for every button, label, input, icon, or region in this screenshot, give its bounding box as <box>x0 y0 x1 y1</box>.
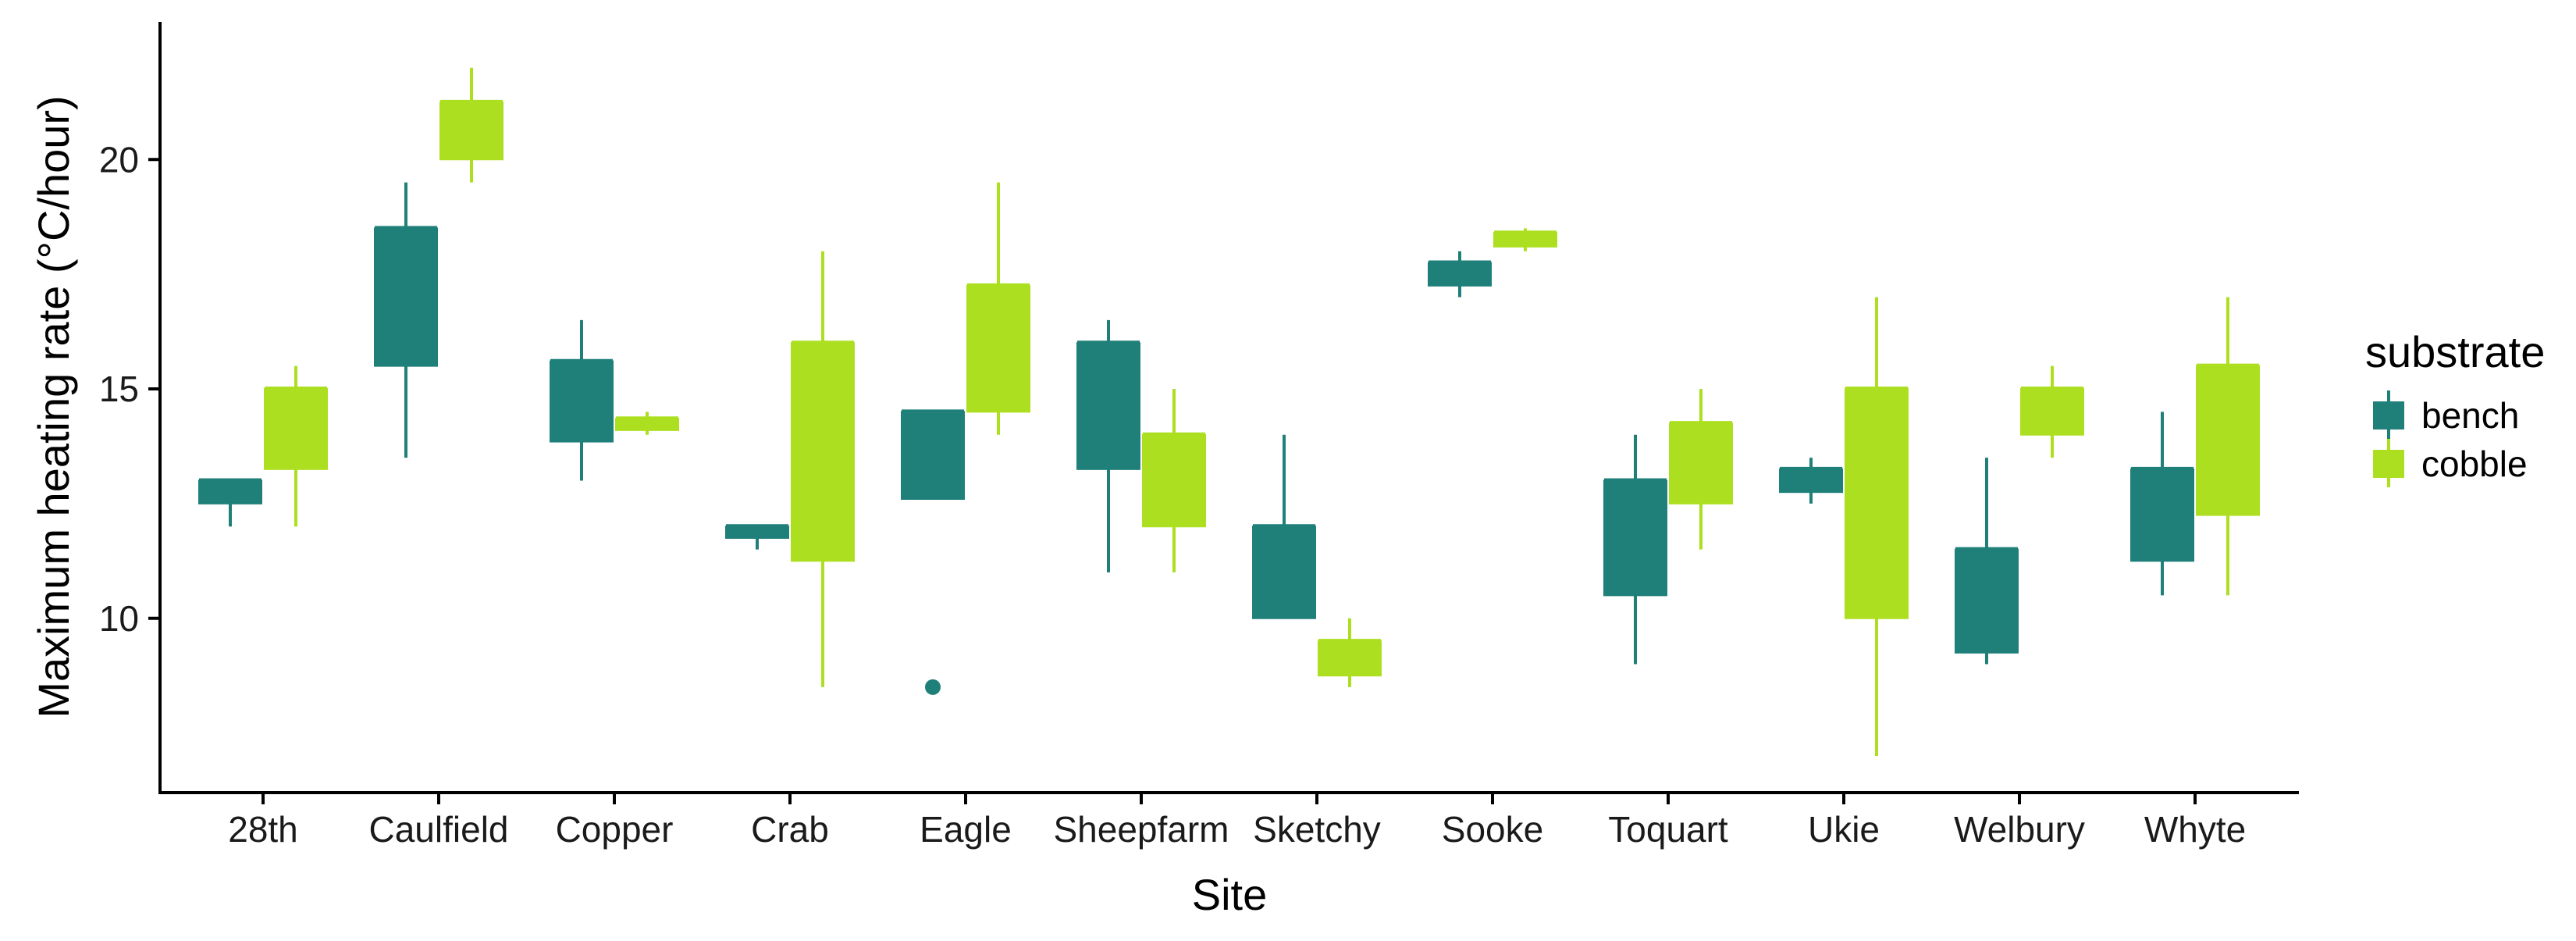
x-tick-label: Sooke <box>1442 809 1543 850</box>
x-tick-label: Sheepfarm <box>1053 809 1229 850</box>
box-cobble <box>1318 618 1382 687</box>
outlier-point <box>925 679 941 695</box>
box-rect <box>901 411 965 500</box>
legend-label: bench <box>2421 395 2519 436</box>
y-tick-label: 10 <box>99 598 139 639</box>
box-rect <box>2196 365 2260 516</box>
box-cobble <box>264 365 328 527</box>
box-bench <box>1779 458 1843 504</box>
box-bench <box>2130 412 2194 596</box>
box-rect <box>1142 433 1206 528</box>
box-rect <box>198 479 262 504</box>
box-cobble <box>1669 389 1733 550</box>
box-rect <box>2020 388 2084 436</box>
x-tick-label: Welbury <box>1954 809 2085 850</box>
box-cobble <box>1845 297 1909 756</box>
x-tick-label: 28th <box>228 809 298 850</box>
x-tick-label: Caulfield <box>369 809 509 850</box>
box-rect <box>966 284 1030 413</box>
x-tick-label: Toquart <box>1608 809 1728 850</box>
box-bench <box>374 182 438 458</box>
box-cobble <box>439 67 503 183</box>
box-bench <box>1955 458 2019 665</box>
box-rect <box>264 388 328 470</box>
x-axis-title: Site <box>1192 870 1268 919</box>
box-cobble <box>966 182 1030 435</box>
box-rect <box>2130 468 2194 562</box>
box-cobble <box>2196 297 2260 596</box>
x-tick-label: Sketchy <box>1253 809 1381 850</box>
box-rect <box>791 342 855 562</box>
box-cobble <box>2020 365 2084 458</box>
legend-label: cobble <box>2421 444 2528 484</box>
legend-title: substrate <box>2365 327 2545 376</box>
box-cobble <box>1493 228 1557 251</box>
box-bench <box>550 319 614 481</box>
box-bench <box>1252 434 1316 619</box>
y-tick-label: 15 <box>99 369 139 409</box>
box-rect <box>1845 388 1909 619</box>
box-cobble <box>615 412 679 435</box>
box-bench <box>1603 434 1667 665</box>
legend-key <box>2373 450 2404 478</box>
box-bench <box>725 524 789 550</box>
box-bench <box>901 409 965 695</box>
box-rect <box>439 101 503 161</box>
y-axis-title: Maximum heating rate (°C/hour) <box>29 95 78 718</box>
box-rect <box>374 227 438 367</box>
box-rect <box>1603 479 1667 597</box>
legend-item-cobble: cobble <box>2373 439 2528 487</box>
box-rect <box>1669 422 1733 504</box>
legend: substrate bench cobble <box>2365 327 2545 487</box>
x-tick-label: Eagle <box>920 809 1012 850</box>
x-tick-label: Whyte <box>2144 809 2246 850</box>
box-rect <box>1318 640 1382 677</box>
box-bench <box>198 478 262 527</box>
box-cobble <box>1142 389 1206 572</box>
box-rect <box>550 360 614 443</box>
box-rect <box>1076 342 1140 470</box>
box-cobble <box>791 251 855 687</box>
legend-key <box>2373 401 2404 430</box>
box-rect <box>1955 548 2019 654</box>
legend-item-bench: bench <box>2373 390 2519 439</box>
x-tick-label: Copper <box>556 809 674 850</box>
x-tick-label: Crab <box>751 809 829 850</box>
box-rect <box>1779 468 1843 494</box>
x-tick-label: Ukie <box>1808 809 1880 850</box>
box-rect <box>1252 526 1316 619</box>
box-rect <box>1428 262 1492 287</box>
box-bench <box>1428 251 1492 298</box>
box-bench <box>1076 319 1140 572</box>
y-tick-label: 20 <box>99 139 139 180</box>
